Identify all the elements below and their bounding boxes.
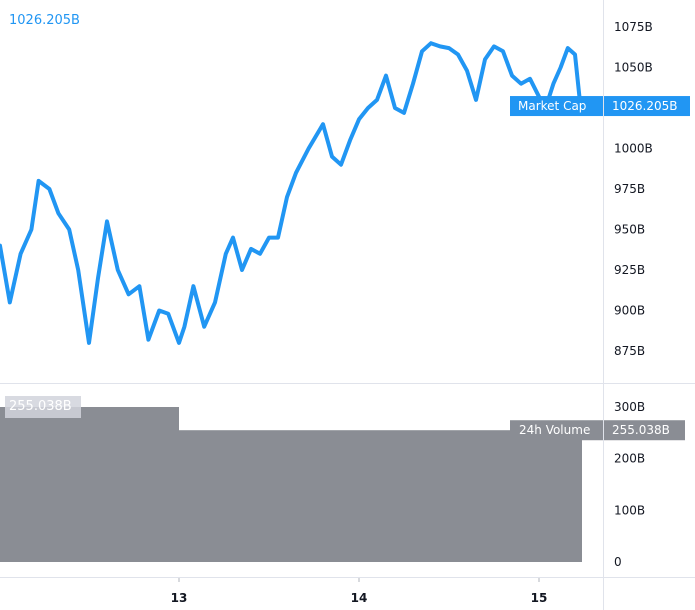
volume-tick-label: 100B <box>614 503 645 517</box>
price-tick-label: 1000B <box>614 142 653 156</box>
volume-tag-name: 24h Volume <box>519 423 590 437</box>
volume-legend-bg <box>5 396 81 418</box>
volume-tick-label: 300B <box>614 400 645 414</box>
price-axis[interactable]: 1075B 1050B 1000B 975B 950B 925B 900B 875B Marke… <box>510 20 690 569</box>
price-tick-label: 875B <box>614 344 645 358</box>
volume-tag-left <box>510 420 603 441</box>
volume-tick-label: 200B <box>614 452 645 466</box>
price-tick-label: 900B <box>614 304 645 318</box>
time-tick-label: 13 <box>171 591 188 605</box>
market-cap-tag-name: Market Cap <box>518 99 586 113</box>
market-cap-tag-value: 1026.205B <box>612 99 678 113</box>
price-tick-label: 1050B <box>614 61 653 75</box>
volume-tag-right <box>604 420 685 441</box>
volume-pane: 255.038B <box>0 396 582 562</box>
volume-bar[interactable] <box>0 407 179 562</box>
market-cap-tag-right <box>604 96 690 117</box>
price-tick-label: 975B <box>614 182 645 196</box>
price-tick-label: 950B <box>614 223 645 237</box>
time-axis[interactable]: 13 14 15 <box>171 577 548 605</box>
price-tick-label: 925B <box>614 263 645 277</box>
volume-tick-label: 0 <box>614 555 622 569</box>
volume-bar[interactable] <box>179 430 582 562</box>
time-tick-label: 15 <box>531 591 548 605</box>
volume-tag-value: 255.038B <box>612 423 670 437</box>
market-cap-value-label: 1026.205B <box>9 13 80 28</box>
time-tick-label: 14 <box>351 591 368 605</box>
market-cap-tag-left <box>510 96 603 117</box>
price-tick-label: 1075B <box>614 20 653 34</box>
market-cap-line[interactable] <box>0 41 583 345</box>
volume-legend-value: 255.038B <box>9 399 72 414</box>
market-cap-pane: 1026.205B <box>0 13 583 345</box>
